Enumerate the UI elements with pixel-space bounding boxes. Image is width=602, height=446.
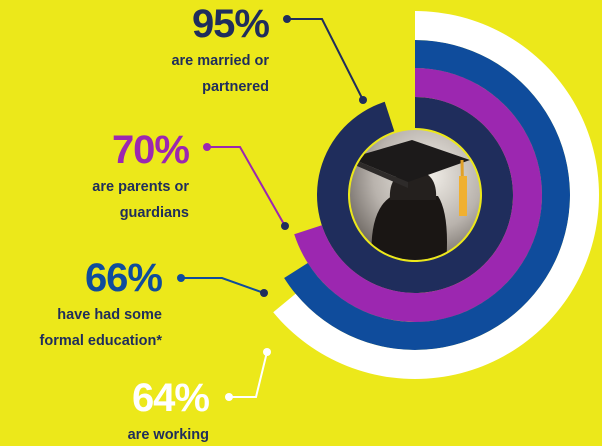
graduate-photo	[350, 130, 480, 260]
description: are parents or guardians	[92, 179, 189, 221]
connector-dot	[263, 348, 271, 356]
connector-dot	[225, 393, 233, 401]
connector	[287, 18, 364, 101]
connector-dot	[281, 222, 289, 230]
value-label: 70%	[111, 128, 190, 172]
description: are married or partnered	[171, 53, 269, 95]
value-label: 95%	[191, 2, 270, 46]
description: are working	[127, 427, 209, 443]
connector	[207, 146, 286, 227]
description: have had some formal education*	[39, 307, 162, 349]
connector	[229, 351, 268, 398]
connector-dot	[177, 274, 185, 282]
radial-bar	[273, 11, 599, 379]
value-label: 64%	[131, 376, 210, 420]
connector-dot	[203, 143, 211, 151]
connector	[181, 277, 265, 294]
value-label: 66%	[84, 256, 163, 300]
connector-dot	[359, 96, 367, 104]
radial-bar	[317, 97, 514, 293]
connector-dot	[260, 289, 268, 297]
connector-dot	[283, 15, 291, 23]
